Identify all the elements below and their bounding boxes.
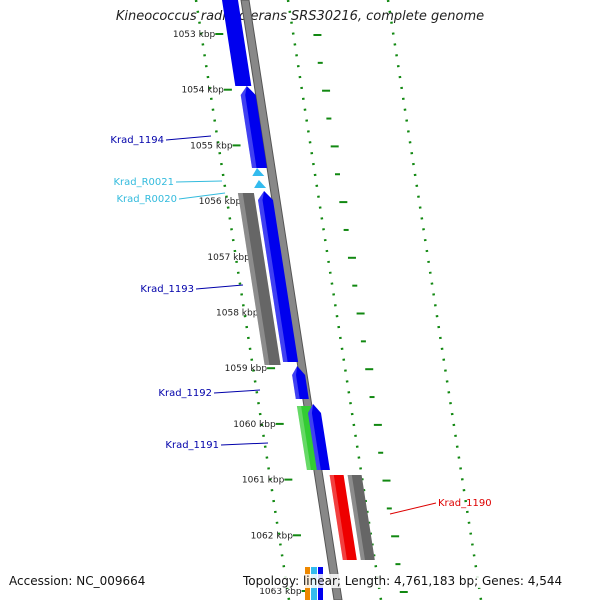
gray-feature-1-highlight <box>237 193 270 365</box>
gene-block-1193 <box>258 191 299 362</box>
gene-block-1190-highlight <box>329 475 347 560</box>
track-middle-boundary <box>286 0 383 600</box>
kbp-tick-label: 1053 kbp <box>173 30 216 40</box>
accession-label: Accession: NC_009664 <box>9 574 146 588</box>
gene-label: Krad_1192 <box>158 388 212 399</box>
kbp-tick-label: 1059 kbp <box>225 364 268 374</box>
gene-label-leader <box>213 389 261 394</box>
gene-block-1192-highlight <box>292 366 300 399</box>
gene-label-leader <box>175 180 223 183</box>
topology-label: Topology: linear; Length: 4,761,183 bp; … <box>243 574 563 588</box>
kbp-tick-label: 1054 kbp <box>181 86 224 96</box>
gene-label: Krad_1191 <box>165 440 219 451</box>
gene-block-1194-highlight <box>240 86 257 168</box>
kbp-tick-label: 1063 kbp <box>259 587 302 597</box>
kbp-tick-label: 1058 kbp <box>216 309 259 319</box>
gene-block-1194 <box>240 86 267 168</box>
gene-block-1192 <box>292 366 309 399</box>
kbp-tick-label: 1055 kbp <box>190 141 233 151</box>
gene-label: Krad_1193 <box>140 284 194 295</box>
gray-feature-2 <box>347 475 375 560</box>
gene-label: Krad_R0020 <box>116 194 177 205</box>
gene-label-leader <box>178 192 226 200</box>
gene-block-1191 <box>308 404 330 470</box>
kbp-tick-label: 1057 kbp <box>207 253 250 263</box>
gene-block-1195 <box>222 0 252 86</box>
gray-feature-1 <box>237 193 281 365</box>
kbp-tick-label: 1062 kbp <box>251 531 294 541</box>
gray-feature-2-highlight <box>347 475 365 560</box>
rna-R0020 <box>254 180 267 188</box>
gene-label: Krad_1190 <box>438 498 492 509</box>
gene-label: Krad_1194 <box>110 135 164 146</box>
rna-R0021 <box>252 168 265 176</box>
gene-block-1191-highlight <box>308 404 321 470</box>
gene-block-1193-highlight <box>258 191 288 362</box>
kbp-tick-label: 1060 kbp <box>233 420 276 430</box>
track-right-boundary <box>386 0 483 600</box>
gene-block-1190 <box>329 475 357 560</box>
gene-label-leader <box>195 284 244 290</box>
gene-label: Krad_R0021 <box>113 177 174 188</box>
map-title: Kineococcus radiotolerans SRS30216, comp… <box>115 9 485 24</box>
gene-label-leader <box>220 442 269 446</box>
kbp-tick-label: 1056 kbp <box>199 197 242 207</box>
kbp-tick-label: 1061 kbp <box>242 476 285 486</box>
gene-block-1191-green-highlight <box>296 406 311 470</box>
gene-label-leader <box>389 502 437 515</box>
gene-label-leader <box>165 135 212 141</box>
